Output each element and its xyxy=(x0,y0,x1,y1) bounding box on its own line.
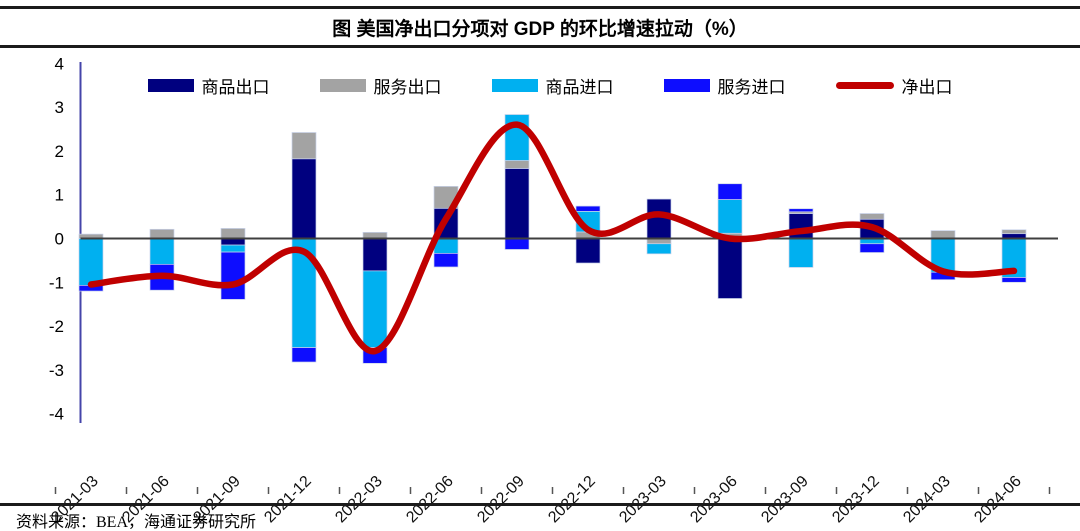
bar-segment-服务出口 xyxy=(220,228,246,239)
bar-segment-商品进口 xyxy=(220,244,246,253)
bar-segment-服务进口 xyxy=(859,243,885,253)
x-axis-label: 2023-03 xyxy=(616,473,670,527)
bar-segment-商品进口 xyxy=(362,270,388,348)
bar-segment-服务进口 xyxy=(575,205,601,212)
y-axis-label: -4 xyxy=(49,405,64,424)
top-rule xyxy=(0,6,1080,9)
bar-segment-服务出口 xyxy=(149,228,175,239)
bar-segment-商品进口 xyxy=(149,238,175,265)
legend-label: 商品出口 xyxy=(201,77,270,97)
bar-segment-商品进口 xyxy=(717,199,743,234)
bar-segment-服务出口 xyxy=(1001,229,1027,235)
bar-segment-服务出口 xyxy=(291,132,317,160)
y-axis-label: 0 xyxy=(55,230,64,249)
bar-segment-服务出口 xyxy=(859,213,885,220)
chart-title: 图 美国净出口分项对 GDP 的环比增速拉动（%） xyxy=(332,18,748,40)
y-axis-label: -2 xyxy=(49,317,64,336)
legend-item-服务出口: 服务出口 xyxy=(319,73,442,98)
x-axis-label: 2024-06 xyxy=(971,473,1025,527)
legend-item-商品进口: 商品进口 xyxy=(491,73,614,98)
x-axis-label: 2022-06 xyxy=(403,473,457,527)
legend-item-净出口: 净出口 xyxy=(835,73,953,98)
bar-segment-服务进口 xyxy=(291,347,317,363)
y-axis-label: 1 xyxy=(55,186,64,205)
legend-bar-swatch xyxy=(319,78,366,92)
legend-label: 净出口 xyxy=(901,77,953,97)
legend-label: 服务出口 xyxy=(373,77,442,97)
x-axis-label: 2022-09 xyxy=(474,473,528,527)
bar-segment-服务进口 xyxy=(433,253,459,268)
bar-segment-服务出口 xyxy=(504,160,530,169)
bar-segment-商品出口 xyxy=(575,238,601,264)
x-axis-label: 2023-06 xyxy=(687,473,741,527)
x-axis-label: 2022-03 xyxy=(332,473,386,527)
x-axis-label: 2023-09 xyxy=(758,473,812,527)
bar-segment-商品进口 xyxy=(78,238,104,286)
bar-segment-商品进口 xyxy=(646,243,672,255)
legend-label: 商品进口 xyxy=(545,77,614,97)
x-axis-label: 2023-12 xyxy=(829,473,883,527)
y-axis-label: 3 xyxy=(55,98,64,117)
footer-rule xyxy=(0,503,1080,506)
bar-segment-服务出口 xyxy=(930,230,956,239)
bar-segment-服务进口 xyxy=(220,251,246,300)
y-axis-label: 2 xyxy=(55,142,64,161)
title-bottom-rule xyxy=(0,45,1080,48)
source-note: 资料来源：BEA，海通证券研究所 xyxy=(16,514,257,531)
y-axis-label: -3 xyxy=(49,361,64,380)
bar-segment-商品出口 xyxy=(717,238,743,299)
legend-bar-swatch xyxy=(663,78,710,92)
bar-segment-服务进口 xyxy=(788,208,814,213)
net-export-line xyxy=(87,121,1018,355)
bar-segment-商品进口 xyxy=(291,238,317,348)
legend-line-swatch xyxy=(835,81,894,89)
chart-legend: 商品出口 服务出口 商品进口 服务进口 净出口 xyxy=(90,72,1010,98)
legend-bar-swatch xyxy=(147,78,194,92)
legend-item-服务进口: 服务进口 xyxy=(663,73,786,98)
y-axis-label: 4 xyxy=(55,54,64,73)
y-axis-label: -1 xyxy=(49,273,64,292)
x-axis-label: 2024-03 xyxy=(900,473,954,527)
bar-segment-服务进口 xyxy=(504,238,530,250)
bar-segment-服务进口 xyxy=(717,183,743,200)
x-axis-label: 2022-12 xyxy=(545,473,599,527)
bar-segment-商品进口 xyxy=(788,238,814,268)
bar-segment-商品出口 xyxy=(504,168,530,239)
x-axis-label: 2021-12 xyxy=(261,473,315,527)
legend-bar-swatch xyxy=(491,78,538,92)
legend-item-商品出口: 商品出口 xyxy=(147,73,270,98)
bar-segment-服务进口 xyxy=(1001,277,1027,283)
bar-segment-商品出口 xyxy=(291,158,317,239)
legend-label: 服务进口 xyxy=(717,77,786,97)
bar-segment-商品出口 xyxy=(362,238,388,272)
